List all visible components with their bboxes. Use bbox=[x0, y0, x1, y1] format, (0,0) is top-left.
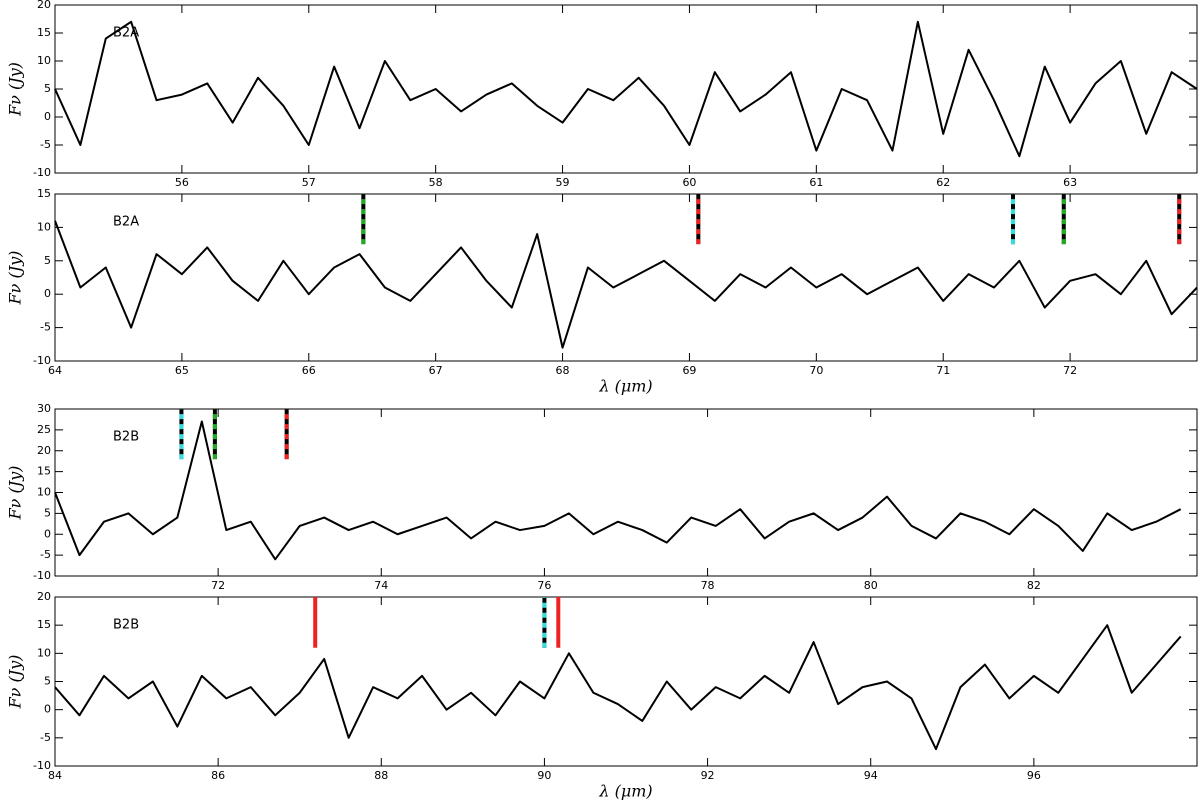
y-tick-label: -5 bbox=[40, 548, 51, 561]
y-tick-label: 5 bbox=[44, 675, 51, 688]
x-tick-label: 57 bbox=[302, 176, 316, 189]
y-tick-label: 0 bbox=[44, 703, 51, 716]
y-tick-label: 15 bbox=[37, 26, 51, 39]
panel-label: B2A bbox=[113, 26, 139, 41]
y-tick-label: 5 bbox=[44, 506, 51, 519]
y-tick-label: -5 bbox=[40, 731, 51, 744]
x-tick-label: 82 bbox=[1027, 579, 1041, 592]
y-tick-label: 15 bbox=[37, 618, 51, 631]
x-tick-label: 80 bbox=[864, 579, 878, 592]
y-tick-label: -5 bbox=[40, 138, 51, 151]
y-axis-label: Fν (Jy) bbox=[6, 466, 25, 521]
y-tick-label: -10 bbox=[33, 569, 51, 582]
x-tick-label: 71 bbox=[936, 364, 950, 377]
y-tick-label: 5 bbox=[44, 82, 51, 95]
y-axis-label: Fν (Jy) bbox=[6, 62, 25, 117]
x-tick-label: 88 bbox=[374, 769, 388, 782]
x-tick-label: 60 bbox=[682, 176, 696, 189]
x-tick-label: 74 bbox=[374, 579, 388, 592]
panel-label: B2B bbox=[113, 618, 139, 633]
y-tick-label: 0 bbox=[44, 287, 51, 300]
spectrum-line bbox=[54, 624, 1182, 751]
x-tick-label: 69 bbox=[682, 364, 696, 377]
plot-frame bbox=[54, 596, 1198, 767]
y-tick-label: -10 bbox=[33, 166, 51, 179]
plot-frame bbox=[54, 408, 1198, 577]
x-tick-label: 94 bbox=[864, 769, 878, 782]
panel-label: B2A bbox=[113, 215, 139, 230]
y-tick-label: 20 bbox=[37, 444, 51, 457]
plot-frame bbox=[54, 193, 1198, 362]
x-tick-label: 62 bbox=[936, 176, 950, 189]
x-tick-label: 61 bbox=[809, 176, 823, 189]
y-axis-label: Fν (Jy) bbox=[6, 251, 25, 306]
y-tick-label: 30 bbox=[37, 402, 51, 415]
spectrum-line bbox=[54, 220, 1198, 349]
x-tick-label: 67 bbox=[429, 364, 443, 377]
y-tick-label: 15 bbox=[37, 465, 51, 478]
x-tick-label: 66 bbox=[302, 364, 316, 377]
y-axis-label: Fν (Jy) bbox=[6, 655, 25, 710]
y-tick-label: 15 bbox=[37, 187, 51, 200]
spectrum-line bbox=[54, 20, 1198, 158]
y-tick-label: -5 bbox=[40, 321, 51, 334]
x-tick-label: 63 bbox=[1063, 176, 1077, 189]
x-tick-label: 78 bbox=[701, 579, 715, 592]
x-axis-label: λ (μm) bbox=[598, 782, 652, 801]
x-tick-label: 90 bbox=[537, 769, 551, 782]
x-tick-label: 86 bbox=[211, 769, 225, 782]
x-tick-label: 56 bbox=[175, 176, 189, 189]
x-tick-label: 72 bbox=[1063, 364, 1077, 377]
y-tick-label: -10 bbox=[33, 759, 51, 772]
x-tick-label: 65 bbox=[175, 364, 189, 377]
panel-label: B2B bbox=[113, 430, 139, 445]
y-tick-label: 0 bbox=[44, 110, 51, 123]
y-tick-label: 20 bbox=[37, 0, 51, 11]
x-tick-label: 76 bbox=[537, 579, 551, 592]
x-tick-label: 58 bbox=[429, 176, 443, 189]
y-tick-label: 5 bbox=[44, 254, 51, 267]
y-tick-label: 10 bbox=[37, 54, 51, 67]
y-tick-label: 10 bbox=[37, 220, 51, 233]
y-tick-label: 10 bbox=[37, 486, 51, 499]
x-tick-label: 72 bbox=[211, 579, 225, 592]
x-axis-label: λ (μm) bbox=[598, 377, 652, 396]
y-tick-label: 10 bbox=[37, 646, 51, 659]
spectrum-line bbox=[54, 420, 1182, 561]
x-tick-label: 96 bbox=[1027, 769, 1041, 782]
x-tick-label: 70 bbox=[809, 364, 823, 377]
y-tick-label: -10 bbox=[33, 354, 51, 367]
x-tick-label: 84 bbox=[48, 769, 62, 782]
x-tick-label: 92 bbox=[701, 769, 715, 782]
x-tick-label: 59 bbox=[556, 176, 570, 189]
x-tick-label: 64 bbox=[48, 364, 62, 377]
x-tick-label: 68 bbox=[556, 364, 570, 377]
y-tick-label: 25 bbox=[37, 423, 51, 436]
y-tick-label: 0 bbox=[44, 527, 51, 540]
y-tick-label: 20 bbox=[37, 590, 51, 603]
